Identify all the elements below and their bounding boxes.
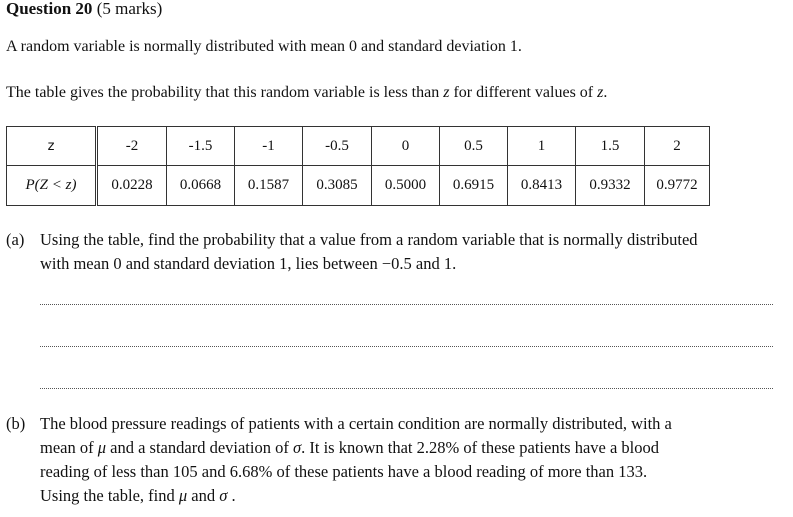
answer-line[interactable]	[40, 304, 773, 305]
z-value: -1.5	[166, 126, 235, 166]
part-a-text: Using the table, find the probability th…	[40, 228, 780, 276]
z-value: -0.5	[302, 126, 372, 166]
z-value: 1	[507, 126, 576, 166]
probability-value: 0.9332	[575, 165, 645, 206]
part-b-line: mean of μ and a standard deviation of σ.…	[40, 438, 660, 457]
sigma-symbol: σ	[292, 438, 302, 457]
z-row: z -2 -1.5 -1 -0.5 0 0.5 1 1.5 2	[6, 126, 710, 166]
probability-value: 0.0668	[166, 165, 235, 206]
intro-text: A random variable is normally distribute…	[6, 38, 522, 55]
part-b-line: The blood pressure readings of patients …	[40, 414, 672, 433]
part-b-line: Using the table, find μ and σ .	[40, 486, 236, 505]
part-b-text: The blood pressure readings of patients …	[40, 412, 780, 508]
z-value: 0.5	[439, 126, 508, 166]
probability-row-label: P(Z < z)	[6, 165, 98, 206]
part-b-line: reading of less than 105 and 6.68% of th…	[40, 462, 648, 481]
probability-row: P(Z < z) 0.0228 0.0668 0.1587 0.3085 0.5…	[6, 165, 710, 206]
part-a-line: Using the table, find the probability th…	[40, 230, 698, 249]
answer-line[interactable]	[40, 388, 773, 389]
question-title: Question 20 (5 marks)	[6, 0, 162, 19]
mu-symbol: μ	[97, 438, 107, 457]
z-value: 0	[371, 126, 440, 166]
z-row-label: z	[6, 126, 98, 166]
z-value: 2	[644, 126, 710, 166]
probability-value: 0.9772	[644, 165, 710, 206]
answer-line[interactable]	[40, 346, 773, 347]
probability-value: 0.8413	[507, 165, 576, 206]
part-b-tag: (b)	[6, 414, 26, 433]
z-value: -1	[234, 126, 303, 166]
probability-value: 0.5000	[371, 165, 440, 206]
probability-value: 0.6915	[439, 165, 508, 206]
probability-value: 0.1587	[234, 165, 303, 206]
part-a-tag: (a)	[6, 230, 25, 249]
question-label: Question 20	[6, 0, 93, 18]
part-a-line: with mean 0 and standard deviation 1, li…	[40, 254, 457, 273]
normal-distribution-table: z -2 -1.5 -1 -0.5 0 0.5 1 1.5 2 P(Z < z)…	[6, 126, 710, 206]
table-intro-text: The table gives the probability that thi…	[6, 84, 608, 101]
probability-value: 0.0228	[96, 165, 167, 206]
question-marks: (5 marks)	[96, 0, 163, 18]
z-value: 1.5	[575, 126, 645, 166]
probability-value: 0.3085	[302, 165, 372, 206]
z-value: -2	[96, 126, 167, 166]
